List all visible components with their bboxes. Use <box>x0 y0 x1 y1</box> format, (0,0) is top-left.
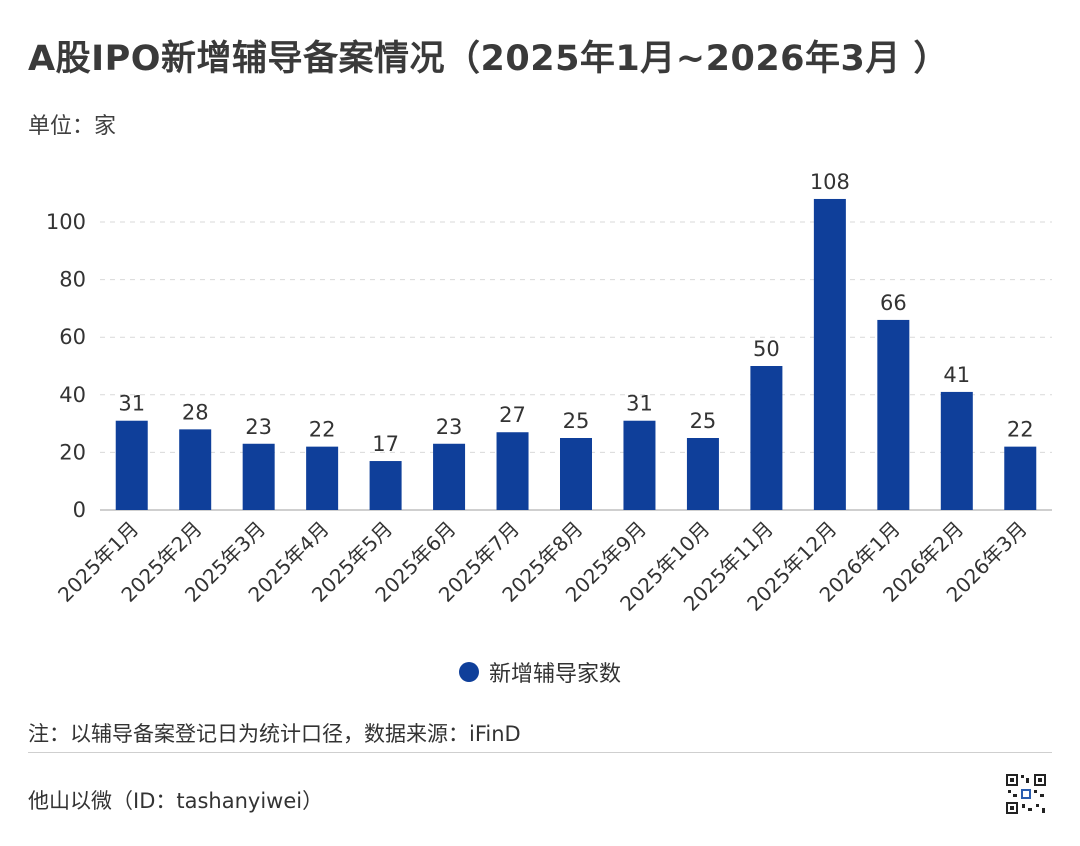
source-note: 注：以辅导备案登记日为统计口径，数据来源：iFinD <box>28 722 521 746</box>
y-tick-label: 20 <box>59 440 86 464</box>
data-label: 41 <box>943 363 970 387</box>
bar-chart: 020406080100312025年1月282025年2月232025年3月2… <box>46 170 1052 616</box>
bar <box>686 438 719 510</box>
y-tick-label: 40 <box>59 383 86 407</box>
bar <box>750 366 783 510</box>
data-label: 66 <box>880 291 907 315</box>
bar <box>179 429 212 510</box>
data-label: 31 <box>118 392 145 416</box>
legend: 新增辅导家数 <box>0 656 1080 688</box>
y-tick-label: 0 <box>73 498 86 522</box>
bar <box>560 438 592 510</box>
data-label: 108 <box>810 170 850 194</box>
footer-divider <box>28 752 1052 753</box>
data-label: 50 <box>753 337 780 361</box>
bar <box>369 461 402 510</box>
qr-code-icon <box>1004 772 1048 816</box>
legend-marker <box>458 662 479 682</box>
data-label: 28 <box>182 400 209 424</box>
y-tick-label: 80 <box>59 268 86 292</box>
legend-label: 新增辅导家数 <box>488 662 621 687</box>
footer-credit: 他山以微（ID：tashanyiwei） <box>28 789 324 813</box>
data-label: 17 <box>372 432 399 456</box>
chart-title: A股IPO新增辅导备案情况（2025年1月~2026年3月 ） <box>28 39 950 79</box>
bar <box>940 391 973 510</box>
data-label: 27 <box>499 403 526 427</box>
data-label: 25 <box>563 409 590 433</box>
bar <box>242 443 275 510</box>
bar <box>1004 446 1037 510</box>
bar <box>433 443 466 510</box>
data-label: 22 <box>1007 418 1034 442</box>
data-label: 22 <box>309 418 336 442</box>
y-tick-label: 60 <box>59 325 86 349</box>
data-label: 31 <box>626 392 653 416</box>
bar <box>306 446 339 510</box>
bar <box>877 319 910 510</box>
data-label: 25 <box>690 409 717 433</box>
bar <box>623 420 656 510</box>
y-tick-label: 100 <box>46 210 86 234</box>
data-label: 23 <box>436 415 463 439</box>
unit-label: 单位：家 <box>28 114 117 139</box>
bar <box>115 420 148 510</box>
bar <box>496 432 529 510</box>
data-label: 23 <box>245 415 272 439</box>
bar <box>813 198 846 510</box>
